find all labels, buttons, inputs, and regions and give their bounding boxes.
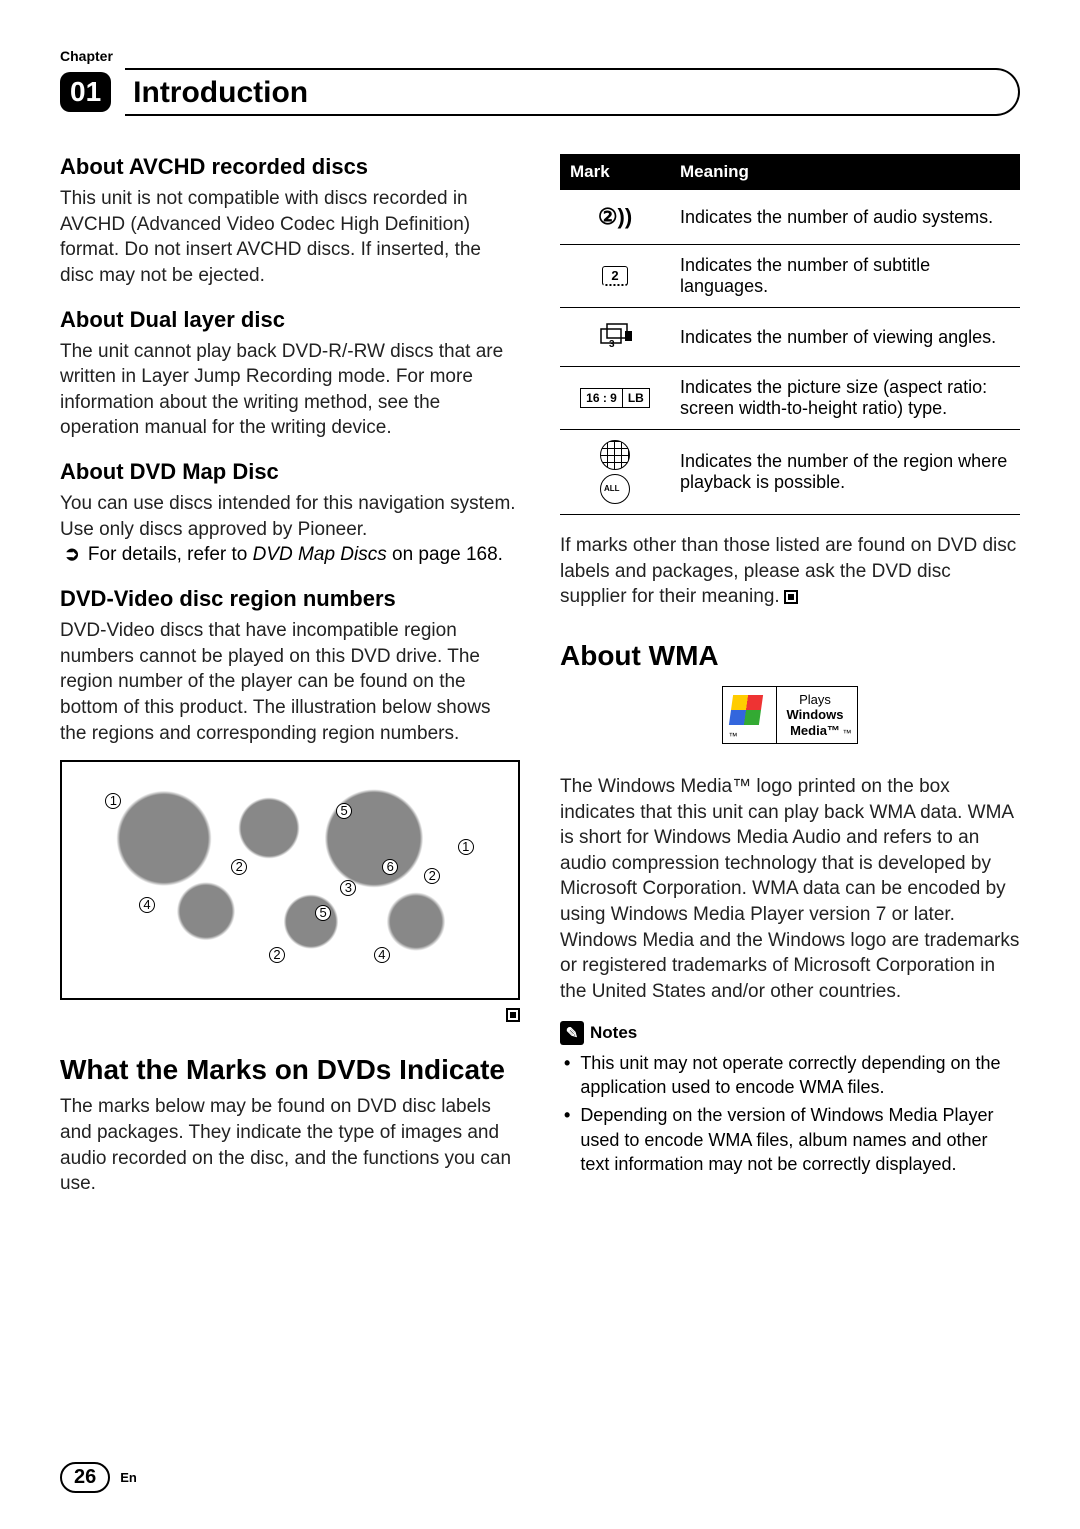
region-map-figure: 1 2 2 3 4 4 5 5 6 1 2	[60, 760, 520, 1000]
ref-prefix: For details, refer to	[88, 544, 253, 565]
ref-italic: DVD Map Discs	[253, 544, 387, 565]
ref-suffix: on page 168.	[387, 544, 503, 565]
reference-icon: ➲	[64, 542, 80, 568]
language-code: En	[120, 1470, 137, 1485]
page-footer: 26 En	[60, 1462, 137, 1493]
subtitle-mark-icon: 2	[602, 259, 627, 293]
wma-logo: Plays Windows Media™ ™	[560, 686, 1020, 748]
heading-dual-layer: About Dual layer disc	[60, 307, 520, 333]
chapter-title-wrap: Introduction	[125, 68, 1020, 116]
world-map-placeholder: 1 2 2 3 4 4 5 5 6 1 2	[80, 776, 500, 984]
heading-region-numbers: DVD-Video disc region numbers	[60, 586, 520, 612]
section-end-marker	[60, 1006, 520, 1024]
meaning-aspect: Indicates the picture size (aspect ratio…	[670, 367, 1020, 430]
heading-wma: About WMA	[560, 640, 1020, 672]
table-row: 3 Indicates the number of viewing angles…	[560, 308, 1020, 367]
marks-table: Mark Meaning ②)) Indicates the number of…	[560, 154, 1020, 515]
list-item: •Depending on the version of Windows Med…	[564, 1103, 1020, 1176]
table-row: ALL Indicates the number of the region w…	[560, 430, 1020, 515]
svg-text:3: 3	[609, 339, 615, 350]
text-after-table: If marks other than those listed are fou…	[560, 533, 1020, 610]
meaning-subtitle: Indicates the number of subtitle languag…	[670, 245, 1020, 308]
heading-map-disc: About DVD Map Disc	[60, 459, 520, 485]
text-dual-layer: The unit cannot play back DVD-R/-RW disc…	[60, 339, 520, 442]
notes-label: Notes	[590, 1023, 637, 1043]
region-mark-icon: ALL	[570, 440, 660, 504]
table-header-mark: Mark	[560, 154, 670, 190]
aspect-ratio-mark-icon: 16 : 9LB	[580, 381, 650, 415]
text-region-numbers: DVD-Video discs that have incompatible r…	[60, 618, 520, 746]
text-avchd: This unit is not compatible with discs r…	[60, 186, 520, 289]
angle-mark-icon: 3	[595, 318, 635, 352]
wma-logo-text: Plays Windows Media™ ™	[777, 687, 858, 743]
section-end-marker	[784, 590, 798, 604]
notes-list: •This unit may not operate correctly dep…	[560, 1051, 1020, 1176]
chapter-label: Chapter	[60, 48, 1020, 64]
heading-avchd: About AVCHD recorded discs	[60, 154, 520, 180]
heading-marks-dvds: What the Marks on DVDs Indicate	[60, 1054, 520, 1086]
map-disc-reference: ➲ For details, refer to DVD Map Discs on…	[60, 542, 520, 568]
reference-text: For details, refer to DVD Map Discs on p…	[88, 542, 503, 568]
meaning-region: Indicates the number of the region where…	[670, 430, 1020, 515]
table-header-meaning: Meaning	[670, 154, 1020, 190]
meaning-audio: Indicates the number of audio systems.	[670, 190, 1020, 245]
table-row: 2 Indicates the number of subtitle langu…	[560, 245, 1020, 308]
windows-flag-icon	[723, 687, 777, 743]
text-map-disc: You can use discs intended for this navi…	[60, 491, 520, 542]
text-marks-dvds: The marks below may be found on DVD disc…	[60, 1094, 520, 1197]
meaning-angle: Indicates the number of viewing angles.	[670, 308, 1020, 367]
notes-heading: Notes	[560, 1021, 1020, 1045]
audio-mark-icon: ②))	[598, 200, 632, 234]
table-row: ②)) Indicates the number of audio system…	[560, 190, 1020, 245]
chapter-header: 01 Introduction	[60, 68, 1020, 116]
notes-icon	[560, 1021, 584, 1045]
table-row: 16 : 9LB Indicates the picture size (asp…	[560, 367, 1020, 430]
chapter-number-badge: 01	[60, 72, 111, 112]
right-column: Mark Meaning ②)) Indicates the number of…	[560, 154, 1020, 1197]
chapter-title: Introduction	[133, 76, 998, 110]
page-number: 26	[60, 1462, 110, 1493]
list-item: •This unit may not operate correctly dep…	[564, 1051, 1020, 1100]
left-column: About AVCHD recorded discs This unit is …	[60, 154, 520, 1197]
text-wma: The Windows Media™ logo printed on the b…	[560, 774, 1020, 1005]
